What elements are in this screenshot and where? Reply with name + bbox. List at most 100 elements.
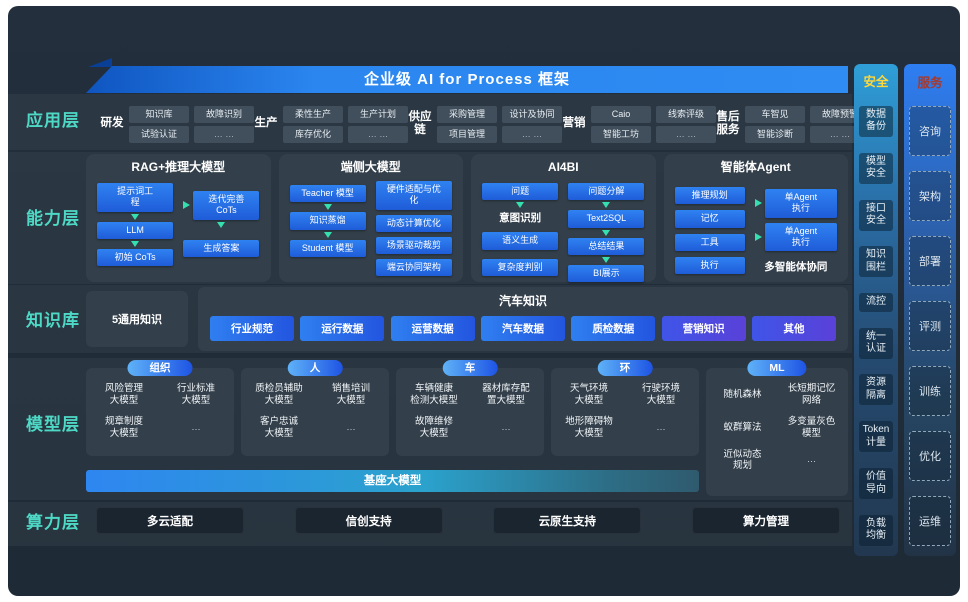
compute-box: 云原生支持 — [493, 507, 642, 534]
arrow-down-icon — [323, 231, 332, 238]
flow-node: 问题分解 — [568, 183, 645, 201]
arrow-down-icon — [602, 229, 611, 236]
compute-layer-row: 多云适配 信创支持 云原生支持 算力管理 — [96, 507, 840, 534]
knowledge-chip: 运行数据 — [300, 316, 385, 341]
list-node: 推理规划 — [674, 187, 745, 205]
model-item: 地形障碍物 大模型 — [565, 415, 613, 439]
rag-right-flow: 迭代完善 CoTs 生成答案 — [183, 191, 260, 266]
agent-left-list: 推理规划 记忆 工具 执行 — [674, 187, 745, 274]
arrow-down-icon — [131, 213, 140, 220]
flow-node: Student 模型 — [289, 239, 366, 257]
band-application — [8, 94, 852, 150]
model-group-organization: 组织 风险管理 大模型 行业标准 大模型 规章制度 大模型 … — [86, 360, 234, 456]
compute-box: 多云适配 — [96, 507, 244, 534]
model-group-vehicle: 车 车辆健康 检测大模型 器材库存配 置大模型 故障维修 大模型 … — [396, 360, 544, 456]
list-node: 端云协同架构 — [375, 259, 452, 277]
app-chip: 柔性生产 — [283, 105, 343, 123]
app-chip-pair: 设计及协同 … … — [502, 105, 562, 143]
app-chip-pair: 柔性生产 库存优化 — [283, 105, 343, 143]
flow-node: 知识蒸馏 — [289, 212, 366, 230]
knowledge-chip: 行业规范 — [210, 316, 294, 341]
panel-title: RAG+推理大模型 — [131, 160, 226, 174]
group-pill: 环 — [597, 360, 653, 376]
group-pill: 人 — [287, 360, 343, 376]
edge-left-flow: Teacher 模型 知识蒸馏 Student 模型 — [289, 185, 366, 276]
capability-layer-row: RAG+推理大模型 提示词工 程 LLM 初始 CoTs 迭代完善 CoTs 生… — [86, 154, 848, 282]
knowledge-chip: 其他 — [751, 316, 836, 341]
arrow-down-icon — [323, 204, 332, 211]
knowledge-chip-row: 行业规范 运行数据 运营数据 汽车数据 质检数据 营销知识 其他 — [210, 316, 836, 341]
service-item: 架构 — [909, 171, 951, 221]
knowledge-chip: 运营数据 — [390, 316, 475, 341]
ai4bi-left-flow: 问题 意图识别 语义生成 复杂度判别 — [482, 183, 559, 282]
model-item: 近似动态 规划 — [723, 448, 762, 472]
panel-rag-reasoning: RAG+推理大模型 提示词工 程 LLM 初始 CoTs 迭代完善 CoTs 生… — [86, 154, 271, 282]
flow-text: 意图识别 — [499, 212, 542, 225]
flow-row: 单Agent 执行 — [754, 189, 837, 218]
app-chip-more: … … — [502, 125, 562, 143]
flow-node: LLM — [97, 221, 174, 239]
model-panels: 组织 风险管理 大模型 行业标准 大模型 规章制度 大模型 … 人 质检员辅助 … — [86, 360, 848, 496]
compute-box: 信创支持 — [294, 507, 443, 534]
app-chip: 采购管理 — [437, 105, 497, 123]
security-title: 安全 — [863, 75, 889, 89]
layer-label-application: 应用层 — [26, 111, 80, 130]
flow-row: 单Agent 执行 — [754, 222, 837, 251]
model-item-more: … — [656, 421, 666, 433]
security-item: 资源隔离 — [859, 374, 893, 406]
security-item: 负载均衡 — [859, 514, 893, 546]
service-item: 咨询 — [909, 106, 951, 156]
flow-node: BI展示 — [568, 264, 645, 282]
agent-right-flow: 单Agent 执行 单Agent 执行 多智能体协同 — [754, 189, 837, 274]
model-group-environment: 环 天气环境 大模型 行驶环境 大模型 地形障碍物 大模型 … — [551, 360, 699, 456]
app-chip: Caio — [591, 105, 651, 123]
app-group-label: 营销 — [562, 117, 586, 130]
app-group-label: 生产 — [254, 117, 278, 130]
arrow-down-icon — [516, 202, 525, 209]
panel-agent: 智能体Agent 推理规划 记忆 工具 执行 单Agent 执行 单Agent … — [663, 154, 849, 282]
model-item: 质检员辅助 大模型 — [255, 383, 303, 406]
app-chip-pair: 车智见 智能诊断 — [745, 105, 805, 143]
service-item: 部署 — [909, 236, 951, 286]
model-group-ml: ML 随机森林 长短期记忆 网络 蚁群算法 多变量灰色 模型 近似动态 规划 … — [706, 360, 848, 496]
flow-node: 迭代完善 CoTs — [193, 191, 260, 220]
list-node: 工具 — [674, 233, 745, 251]
model-item: 随机森林 — [723, 388, 762, 400]
app-group-label: 售后 服务 — [716, 110, 740, 136]
group-pill: 车 — [442, 360, 498, 376]
auto-knowledge-panel: 汽车知识 行业规范 运行数据 运营数据 汽车数据 质检数据 营销知识 其他 — [198, 287, 848, 351]
app-chip-more: … … — [656, 125, 716, 143]
app-group-rnd: 研发 知识库 试验认证 故障识别 … … — [100, 105, 254, 143]
service-item: 评测 — [909, 301, 951, 351]
flow-row: 迭代完善 CoTs — [183, 191, 260, 220]
panel-ai4bi: AI4BI 问题 意图识别 语义生成 复杂度判别 问题分解 Text2SQL 总… — [471, 154, 656, 282]
knowledge-chip: 营销知识 — [661, 316, 746, 341]
panel-columns: 问题 意图识别 语义生成 复杂度判别 问题分解 Text2SQL 总结结果 BI… — [471, 176, 656, 282]
app-group-production: 生产 柔性生产 库存优化 生产计划 … … — [254, 105, 408, 143]
ai4bi-right-flow: 问题分解 Text2SQL 总结结果 BI展示 — [568, 183, 645, 282]
security-item: 统一认证 — [859, 327, 893, 359]
model-item: 器材库存配 置大模型 — [482, 383, 530, 406]
model-grid: 质检员辅助 大模型 销售培训 大模型 客户忠诚 大模型 … — [241, 368, 389, 444]
model-item: 风险管理 大模型 — [104, 383, 143, 406]
app-chip-pair: 生产计划 … … — [348, 105, 408, 143]
knowledge-chip: 汽车数据 — [480, 316, 565, 341]
security-item: 数据备份 — [859, 105, 893, 137]
model-item-more: … — [501, 421, 511, 433]
layer-label-knowledge: 知识库 — [26, 311, 80, 330]
model-item: 故障维修 大模型 — [414, 415, 453, 439]
list-node: 执行 — [674, 256, 745, 274]
slide-canvas: 企业级 AI for Process 框架 应用层 能力层 知识库 模型层 算力… — [8, 6, 960, 596]
model-layer-row: 组织 风险管理 大模型 行业标准 大模型 规章制度 大模型 … 人 质检员辅助 … — [86, 360, 848, 500]
flow-node: 生成答案 — [183, 239, 260, 257]
model-item: 蚁群算法 — [723, 421, 762, 433]
model-grid: 风险管理 大模型 行业标准 大模型 规章制度 大模型 … — [86, 368, 234, 444]
panel-columns: 推理规划 记忆 工具 执行 单Agent 执行 单Agent 执行 多智能体协同 — [664, 176, 849, 274]
security-item: Token计量 — [859, 421, 893, 453]
group-pill: 组织 — [127, 360, 193, 376]
app-group-label: 供应 链 — [408, 110, 432, 136]
banner-fold-decoration — [88, 58, 112, 67]
model-item-more: … — [346, 421, 356, 433]
app-chip: 线索评级 — [656, 105, 716, 123]
arrow-down-icon — [217, 221, 226, 228]
